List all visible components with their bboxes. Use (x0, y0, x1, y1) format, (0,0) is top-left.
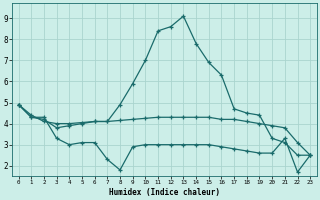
X-axis label: Humidex (Indice chaleur): Humidex (Indice chaleur) (109, 188, 220, 197)
